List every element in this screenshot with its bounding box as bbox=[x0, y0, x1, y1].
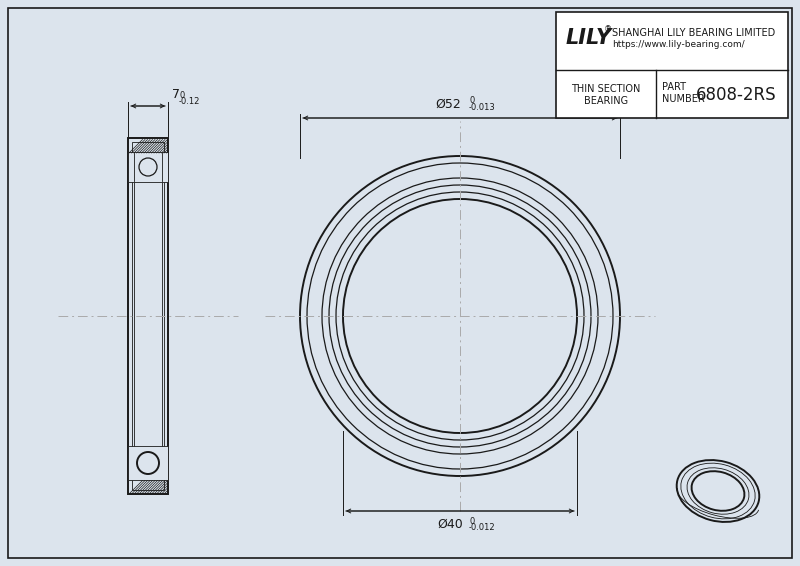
Text: -0.013: -0.013 bbox=[469, 103, 496, 112]
Bar bbox=[128, 138, 168, 494]
Text: THIN SECTION: THIN SECTION bbox=[571, 84, 641, 94]
Bar bbox=[134, 153, 162, 479]
Bar bbox=[128, 446, 168, 480]
Text: 0: 0 bbox=[179, 91, 184, 100]
Text: BEARING: BEARING bbox=[584, 96, 628, 106]
Text: 0: 0 bbox=[469, 517, 474, 526]
Bar bbox=[132, 142, 164, 490]
Text: 6808-2RS: 6808-2RS bbox=[696, 86, 776, 104]
Text: -0.12: -0.12 bbox=[179, 97, 200, 106]
Text: ®: ® bbox=[604, 25, 612, 34]
Text: -0.012: -0.012 bbox=[469, 523, 496, 532]
Bar bbox=[556, 12, 788, 118]
Text: PART: PART bbox=[662, 82, 686, 92]
Bar bbox=[128, 152, 168, 182]
Text: 7: 7 bbox=[172, 88, 180, 101]
Text: https://www.lily-bearing.com/: https://www.lily-bearing.com/ bbox=[612, 40, 745, 49]
Text: LILY: LILY bbox=[566, 28, 612, 48]
Text: Ø52: Ø52 bbox=[435, 98, 461, 111]
Text: NUMBER: NUMBER bbox=[662, 94, 705, 104]
Text: Ø40: Ø40 bbox=[437, 518, 463, 531]
Text: 0: 0 bbox=[469, 96, 474, 105]
Text: SHANGHAI LILY BEARING LIMITED: SHANGHAI LILY BEARING LIMITED bbox=[612, 28, 775, 38]
